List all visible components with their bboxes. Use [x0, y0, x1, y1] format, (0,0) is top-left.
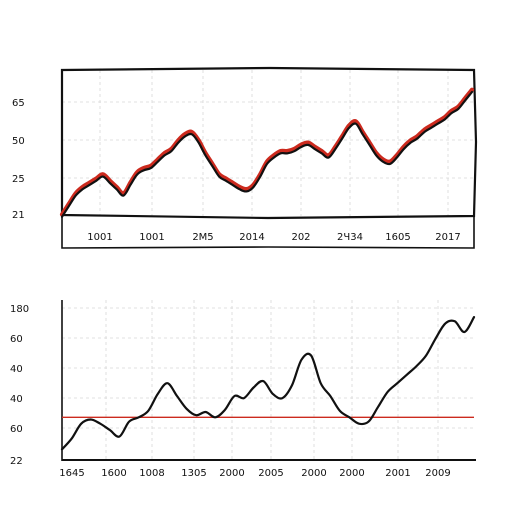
x-tick-label: 202	[291, 232, 310, 243]
series-line-black	[60, 90, 474, 218]
x-tick-label: 2000	[339, 468, 364, 479]
x-tick-label: 2017	[435, 232, 460, 243]
x-tick-label: 2001	[385, 468, 410, 479]
x-tick-label: 1600	[101, 468, 126, 479]
y-tick-label: 21	[12, 210, 25, 221]
y-tick-label: 40	[10, 394, 23, 405]
x-tick-label: 2009	[425, 468, 450, 479]
y-tick-label: 25	[12, 174, 25, 185]
x-tick-label: 2000	[219, 468, 244, 479]
x-tick-label: 1605	[385, 232, 410, 243]
bottom-line-chart: 180 60 40 40 60 22 1645 1600 1008 1305 2000 2005 200…	[10, 300, 476, 479]
y-tick-label: 50	[12, 136, 25, 147]
y-tick-label: 60	[10, 424, 23, 435]
x-tick-label: 2Ч34	[337, 232, 363, 243]
y-tick-label: 40	[10, 364, 23, 375]
plot-frame	[60, 66, 478, 220]
x-axis-band	[61, 216, 475, 249]
top-line-chart: 65 50 25 21 1001 1001 2M5 2014 202 2Ч34 1605 2017	[12, 66, 478, 249]
y-tick-label: 180	[10, 304, 29, 315]
x-tick-label: 2014	[239, 232, 264, 243]
x-tick-label: 2005	[258, 468, 283, 479]
x-tick-label: 1008	[139, 468, 164, 479]
x-tick-label: 2M5	[192, 232, 213, 243]
y-tick-label: 22	[10, 456, 23, 467]
y-tick-label: 65	[12, 98, 25, 109]
y-tick-label: 60	[10, 334, 23, 345]
x-tick-label: 1305	[181, 468, 206, 479]
series-line-red	[59, 87, 475, 217]
x-tick-label: 1645	[59, 468, 84, 479]
series-line-black	[60, 316, 476, 451]
x-tick-label: 1001	[87, 232, 112, 243]
x-tick-label: 2000	[301, 468, 326, 479]
x-tick-label: 1001	[139, 232, 164, 243]
